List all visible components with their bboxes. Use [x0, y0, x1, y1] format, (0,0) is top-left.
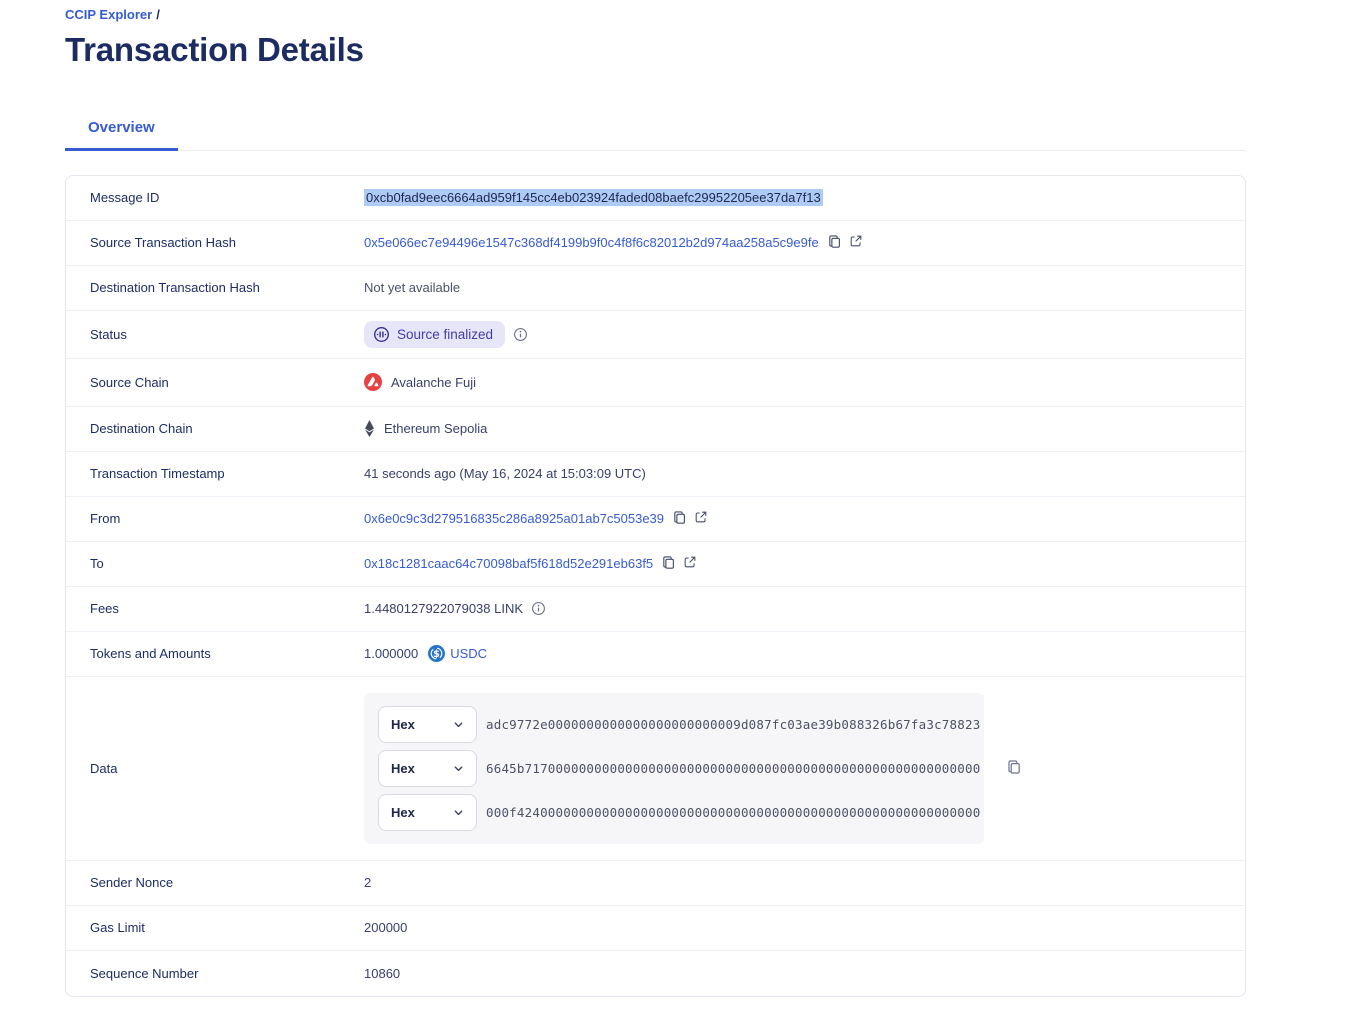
external-link-icon	[694, 510, 708, 527]
avalanche-logo-icon	[364, 373, 382, 392]
token-amount-value: 1.000000	[364, 646, 419, 662]
breadcrumb-ccip-explorer-link[interactable]: CCIP Explorer	[65, 7, 153, 22]
tab-overview[interactable]: Overview	[65, 110, 178, 151]
data-format-select-1[interactable]: Hex	[378, 705, 477, 743]
data-format-select-2[interactable]: Hex	[378, 749, 477, 787]
message-id-value: 0xcb0fad9eec6664ad959f145cc4eb023924fade…	[364, 189, 823, 207]
transaction-details-card: Message ID 0xcb0fad9eec6664ad959f145cc4e…	[65, 174, 1246, 997]
data-line: Hex 6645b7170000000000000000000000000000…	[378, 749, 980, 787]
data-line: Hex 000f42400000000000000000000000000000…	[378, 793, 980, 831]
row-source-tx-hash: Source Transaction Hash 0x5e066ec7e94496…	[66, 221, 1245, 266]
row-data: Data Hex adc9772e00000000000000000000000…	[66, 677, 1245, 861]
row-to: To 0x18c1281caac64c70098baf5f618d52e291e…	[66, 542, 1245, 587]
data-label: Data	[90, 760, 118, 776]
message-id-label: Message ID	[90, 190, 160, 206]
data-format-select-label: Hex	[391, 716, 415, 732]
status-label: Status	[90, 326, 127, 342]
row-source-chain: Source Chain Avalanche Fuji	[66, 359, 1245, 407]
source-chain-label: Source Chain	[90, 374, 169, 390]
chevron-down-icon	[453, 763, 464, 774]
to-copy-button[interactable]	[661, 555, 676, 573]
tab-bar: Overview	[65, 110, 1246, 151]
data-line: Hex adc9772e0000000000000000000000009d08…	[378, 705, 980, 743]
copy-icon	[672, 510, 687, 528]
to-address-link[interactable]: 0x18c1281caac64c70098baf5f618d52e291eb63…	[364, 556, 654, 572]
source-tx-hash-link[interactable]: 0x5e066ec7e94496e1547c368df4199b9f0c4f8f…	[364, 235, 819, 251]
sender-nonce-label: Sender Nonce	[90, 875, 174, 891]
from-label: From	[90, 511, 121, 527]
sequence-number-label: Sequence Number	[90, 965, 199, 981]
dest-tx-hash-value: Not yet available	[364, 280, 461, 296]
row-status: Status Source finalized	[66, 311, 1245, 359]
breadcrumb-separator: /	[156, 7, 160, 22]
data-format-select-label: Hex	[391, 760, 415, 776]
data-panel: Hex adc9772e0000000000000000000000009d08…	[364, 692, 984, 844]
status-badge-text: Source finalized	[397, 326, 494, 342]
row-tokens-and-amounts: Tokens and Amounts 1.000000 $ USDC	[66, 632, 1245, 677]
token-symbol-link[interactable]: USDC	[450, 646, 488, 662]
timestamp-value: 41 seconds ago (May 16, 2024 at 15:03:09…	[364, 466, 646, 482]
row-sender-nonce: Sender Nonce 2	[66, 861, 1245, 906]
dest-tx-hash-label: Destination Transaction Hash	[90, 280, 260, 296]
row-gas-limit: Gas Limit 200000	[66, 906, 1245, 951]
copy-icon	[1006, 759, 1022, 778]
copy-icon	[661, 555, 676, 573]
svg-text:$: $	[433, 649, 440, 660]
data-hex-line-3: 000f424000000000000000000000000000000000…	[486, 804, 981, 820]
ethereum-logo-icon	[364, 420, 375, 438]
sender-nonce-value: 2	[364, 875, 372, 891]
status-badge: Source finalized	[364, 320, 506, 348]
to-label: To	[90, 556, 104, 572]
external-link-icon	[683, 555, 697, 572]
source-chain-value: Avalanche Fuji	[391, 374, 477, 390]
fees-info-icon[interactable]	[531, 601, 546, 616]
row-sequence-number: Sequence Number 10860	[66, 951, 1245, 996]
data-format-select-label: Hex	[391, 804, 415, 820]
source-tx-hash-external-link-button[interactable]	[849, 234, 863, 251]
gas-limit-value: 200000	[364, 920, 408, 936]
from-external-link-button[interactable]	[694, 510, 708, 527]
gas-limit-label: Gas Limit	[90, 920, 145, 936]
page-title: Transaction Details	[65, 31, 364, 68]
from-copy-button[interactable]	[672, 510, 687, 528]
dest-chain-label: Destination Chain	[90, 421, 193, 437]
tokens-label: Tokens and Amounts	[90, 646, 211, 662]
source-tx-hash-copy-button[interactable]	[827, 234, 842, 252]
row-timestamp: Transaction Timestamp 41 seconds ago (Ma…	[66, 452, 1245, 497]
copy-icon	[827, 234, 842, 252]
status-info-icon[interactable]	[513, 327, 528, 342]
source-tx-hash-label: Source Transaction Hash	[90, 235, 236, 251]
row-message-id: Message ID 0xcb0fad9eec6664ad959f145cc4e…	[66, 176, 1245, 221]
fees-value: 1.4480127922079038 LINK	[364, 601, 524, 617]
data-format-select-3[interactable]: Hex	[378, 793, 477, 831]
row-dest-tx-hash: Destination Transaction Hash Not yet ava…	[66, 266, 1245, 311]
status-finalized-icon	[373, 326, 390, 343]
data-copy-button[interactable]	[1006, 759, 1022, 778]
from-address-link[interactable]: 0x6e0c9c3d279516835c286a8925a01ab7c5053e…	[364, 511, 665, 527]
breadcrumb: CCIP Explorer /	[65, 7, 1246, 22]
chevron-down-icon	[453, 807, 464, 818]
fees-label: Fees	[90, 601, 119, 617]
data-hex-line-2: 6645b71700000000000000000000000000000000…	[486, 760, 981, 776]
chevron-down-icon	[453, 719, 464, 730]
row-fees: Fees 1.4480127922079038 LINK	[66, 587, 1245, 632]
data-hex-line-1: adc9772e0000000000000000000000009d087fc0…	[486, 716, 981, 732]
sequence-number-value: 10860	[364, 965, 401, 981]
row-from: From 0x6e0c9c3d279516835c286a8925a01ab7c…	[66, 497, 1245, 542]
row-dest-chain: Destination Chain Ethereum Sepolia	[66, 407, 1245, 452]
timestamp-label: Transaction Timestamp	[90, 466, 225, 482]
external-link-icon	[849, 234, 863, 251]
to-external-link-button[interactable]	[683, 555, 697, 572]
dest-chain-value: Ethereum Sepolia	[384, 421, 488, 437]
usdc-logo-icon: $	[428, 645, 446, 663]
